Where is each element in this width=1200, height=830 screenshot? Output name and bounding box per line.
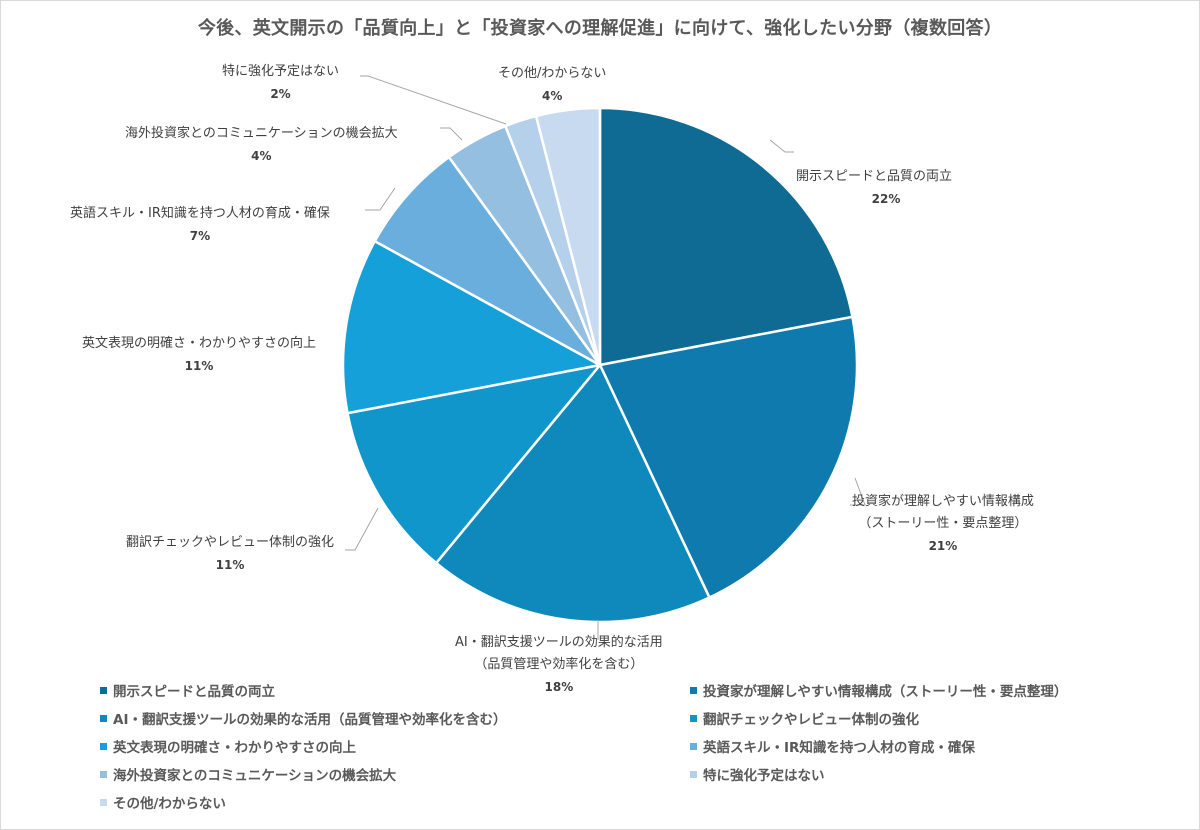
leader-line (850, 477, 866, 506)
legend-swatch-icon (100, 714, 107, 722)
chart-title: 今後、英文開示の「品質向上」と「投資家への理解促進」に向けて、強化したい分野（複… (197, 18, 1003, 39)
legend-item: 英語スキル・IR知識を持つ人材の育成・確保 (690, 736, 975, 756)
data-label-4: 英文表現の明確さ・わかりやすさの向上 11% (82, 336, 317, 373)
legend-item: その他/わからない (100, 792, 226, 812)
data-label-7: 特に強化予定はない 2% (222, 64, 340, 101)
data-label-0: 開示スピードと品質の両立 22% (796, 169, 953, 206)
pie-slice (346, 363, 602, 565)
pie-slice (534, 106, 602, 367)
legend-swatch-icon (100, 686, 107, 694)
pie-slice (434, 363, 711, 624)
data-label-8: その他/わからない 4% (498, 66, 607, 103)
pie-slice (373, 155, 602, 367)
data-label-6: 海外投資家とのコミュニケーションの機会拡大 4% (125, 126, 398, 163)
legend-swatch-icon (690, 686, 697, 694)
legend-swatch-icon (100, 770, 107, 778)
legend-swatch-icon (100, 798, 107, 806)
legend-item: 海外投資家とのコミュニケーションの機会拡大 (100, 764, 396, 784)
data-label-3: 翻訳チェックやレビュー体制の強化 11% (126, 535, 335, 572)
pie-slice (341, 239, 602, 415)
legend-swatch-icon (690, 714, 697, 722)
legend-swatch-icon (100, 742, 107, 750)
pie-slice (598, 315, 859, 599)
legend-swatch-icon (690, 742, 697, 750)
leader-line (769, 139, 794, 153)
legend-item: 翻訳チェックやレビュー体制の強化 (690, 708, 919, 728)
data-label-1: 投資家が理解しやすい情報構成 （ストーリー性・要点整理） 21% (852, 494, 1034, 553)
leader-line (345, 507, 379, 551)
data-label-5: 英語スキル・IR知識を持つ人材の育成・確保 7% (70, 206, 330, 243)
legend-item: AI・翻訳支援ツールの効果的な活用（品質管理や効率化を含む） (100, 708, 506, 728)
leader-line (365, 187, 396, 211)
legend-item: 開示スピードと品質の両立 (100, 680, 275, 700)
data-label-2: AI・翻訳支援ツールの効果的な活用 （品質管理や効率化を含む） 18% (455, 635, 663, 694)
leader-line (440, 127, 463, 141)
legend-item: 特に強化予定はない (690, 764, 825, 784)
legend-swatch-icon (690, 770, 697, 778)
pie-slice (598, 106, 854, 367)
leader-line (360, 75, 507, 125)
legend-item: 投資家が理解しやすい情報構成（ストーリー性・要点整理） (690, 680, 1067, 700)
legend-item: 英文表現の明確さ・わかりやすさの向上 (100, 736, 356, 756)
